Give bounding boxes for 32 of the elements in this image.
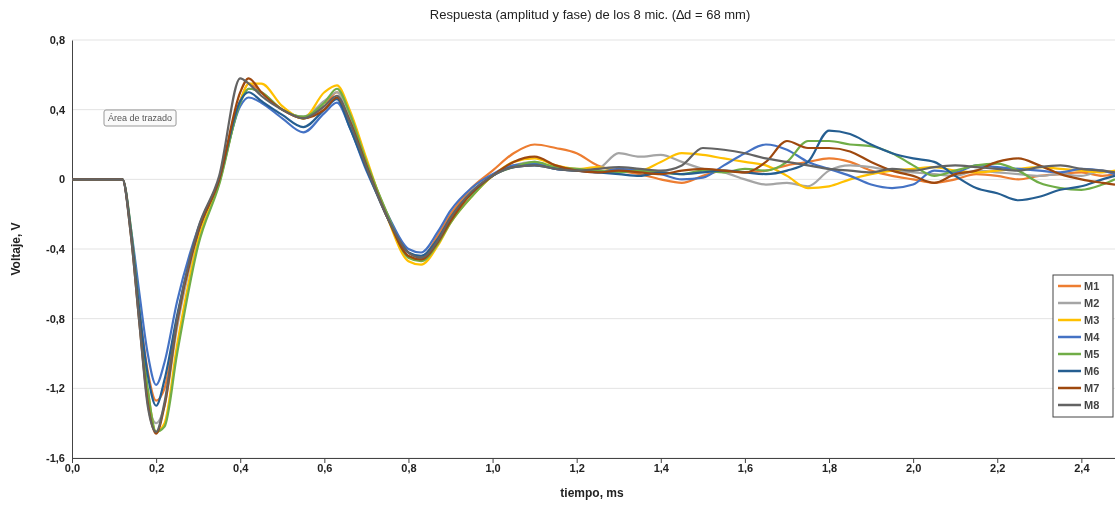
x-tick-label: 2,2 [990,462,1006,474]
x-tick-label: 1,4 [653,462,670,474]
y-tick-label: -1,2 [46,382,65,395]
annotation: Área de trazado [108,113,173,123]
legend-label: M2 [1084,297,1100,309]
x-axis-title: tiempo, ms [560,486,624,500]
x-tick-label: 2,0 [905,462,922,474]
y-tick-label: -0,8 [46,312,65,325]
x-tick-label: 0,6 [317,462,333,474]
y-tick-label: 0 [58,173,65,186]
legend-label: M7 [1084,382,1100,394]
legend-label: M3 [1084,314,1100,326]
x-tick-label: 0,8 [401,462,417,474]
x-tick-label: 0,0 [64,462,81,474]
legend-label: M6 [1084,365,1100,377]
x-tick-label: 0,4 [233,462,250,474]
x-tick-label: 2,4 [1074,462,1091,474]
y-tick-label: -0,4 [46,243,66,256]
legend-label: M5 [1084,348,1100,360]
legend-label: M1 [1084,280,1100,292]
x-tick-label: 0,2 [148,462,165,474]
x-tick-label: 1,6 [737,462,754,474]
chart-title: Respuesta (amplitud y fase) de los 8 mic. (∆d = 68 mm) [429,7,751,22]
legend-label: M8 [1084,399,1100,411]
y-axis-title: Voltaje, V [9,222,23,276]
y-tick-label: -1,6 [46,452,65,465]
x-tick-label: 1,2 [569,462,585,474]
x-tick-label: 1,8 [821,462,838,474]
legend-label: M4 [1084,331,1101,343]
y-tick-label: 0,4 [49,103,66,116]
x-tick-label: 1,0 [485,462,501,474]
y-tick-label: 0,8 [49,34,65,47]
